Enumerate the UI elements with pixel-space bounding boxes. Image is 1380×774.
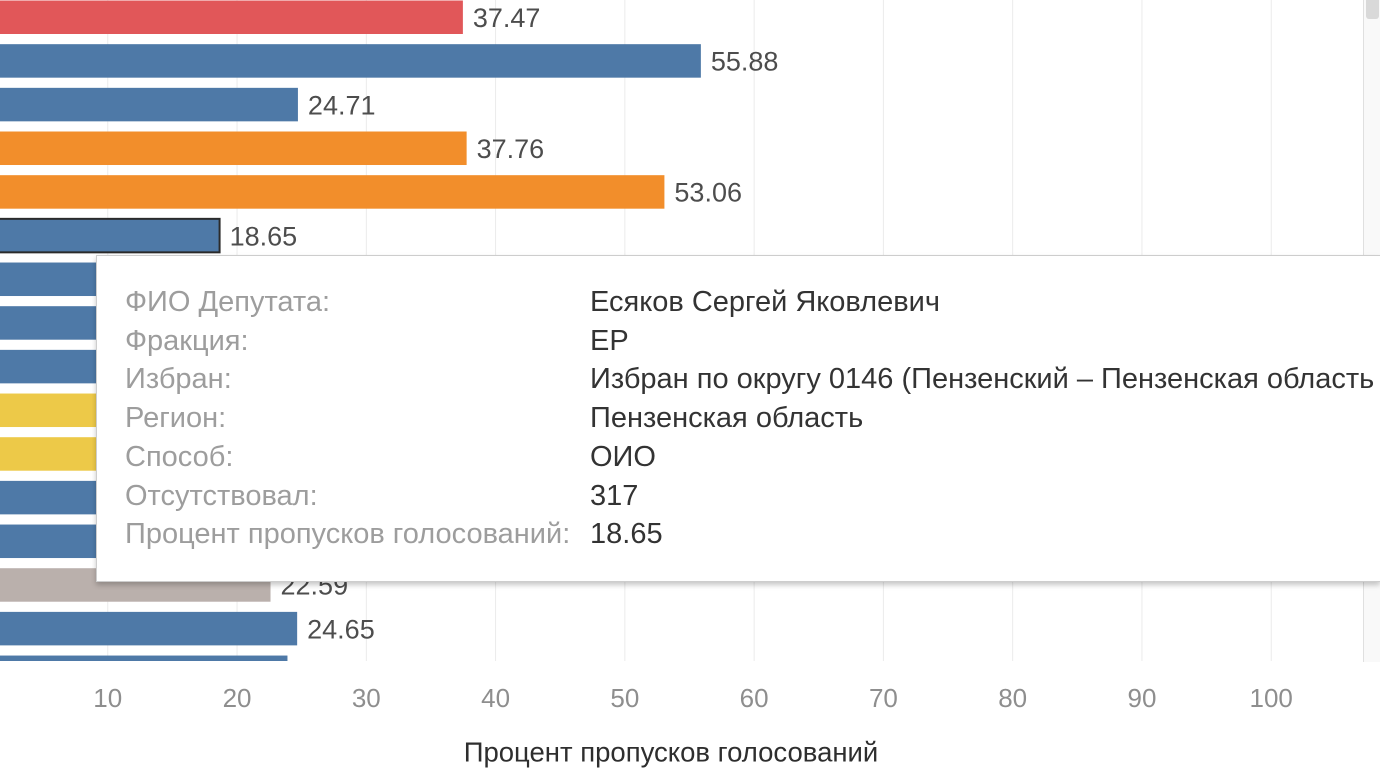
- bar[interactable]: [0, 655, 288, 690]
- tooltip-label: Способ:: [125, 440, 234, 473]
- bar[interactable]: [0, 131, 467, 166]
- tooltip-value: Избран по округу 0146 (Пензенский – Пенз…: [590, 363, 1375, 396]
- x-tick-label: 70: [869, 683, 898, 713]
- x-tick-label: 30: [352, 683, 381, 713]
- x-axis: 10 20 30 40 50 60 70 80 90 100: [93, 683, 1293, 713]
- tooltip-value: Есяков Сергей Яковлевич: [590, 286, 940, 318]
- tooltip-row-elected: Избран: Избран по округу 0146 (Пензенски…: [125, 360, 1380, 399]
- tooltip-label: Регион:: [125, 402, 227, 435]
- tooltip-label: Фракция:: [125, 324, 249, 357]
- selected-bar[interactable]: [0, 217, 221, 254]
- x-tick-label: 100: [1250, 683, 1293, 713]
- tooltip-value: Пензенская область: [590, 402, 864, 435]
- x-tick-label: 40: [481, 683, 510, 713]
- x-tick-label: 60: [740, 683, 769, 713]
- x-axis-title: Процент пропусков голосований: [464, 737, 879, 768]
- bar[interactable]: [0, 611, 298, 646]
- bar-value-label: 53.06: [674, 178, 742, 208]
- tooltip-row-deputy: ФИО Депутата: Есяков Сергей Яковлевич: [125, 283, 1380, 322]
- tooltip-row-skip-percent: Процент пропусков голосований: 18.65: [125, 515, 1380, 554]
- bar[interactable]: [0, 44, 701, 78]
- tooltip-value: ЕР: [590, 324, 629, 357]
- bar-value-label: 24.65: [307, 614, 375, 644]
- x-tick-label: 10: [93, 683, 122, 713]
- tooltip-value: 18.65: [590, 518, 663, 551]
- x-tick-label: 90: [1127, 683, 1156, 713]
- bar[interactable]: [0, 87, 298, 122]
- tooltip-row-region: Регион: Пензенская область: [125, 399, 1380, 438]
- bar-value-label: 37.76: [477, 134, 545, 164]
- scrollbar-thumb[interactable]: [1366, 0, 1379, 19]
- x-tick-label: 80: [998, 683, 1027, 713]
- bar-value-label: 55.88: [711, 47, 779, 77]
- bar[interactable]: [0, 0, 463, 35]
- tooltip-row-method: Способ: ОИО: [125, 438, 1380, 477]
- tooltip-label: ФИО Депутата:: [125, 286, 331, 318]
- bar-value-label: 24.71: [308, 90, 376, 120]
- tooltip-value: ОИО: [590, 440, 656, 473]
- bar-value-label: 37.47: [473, 3, 541, 33]
- x-tick-label: 50: [610, 683, 639, 713]
- tooltip-row-absent: Отсутствовал: 317: [125, 477, 1380, 516]
- tooltip-label: Процент пропусков голосований:: [125, 518, 571, 551]
- bar-value-label: 18.65: [230, 221, 298, 251]
- tooltip: ФИО Депутата: Есяков Сергей Яковлевич Фр…: [96, 255, 1380, 582]
- x-tick-label: 20: [223, 683, 252, 713]
- tooltip-row-faction: Фракция: ЕР: [125, 322, 1380, 361]
- bar[interactable]: [0, 175, 665, 209]
- tooltip-label: Избран:: [125, 363, 232, 396]
- tooltip-label: Отсутствовал:: [125, 479, 318, 512]
- tooltip-value: 317: [590, 479, 639, 512]
